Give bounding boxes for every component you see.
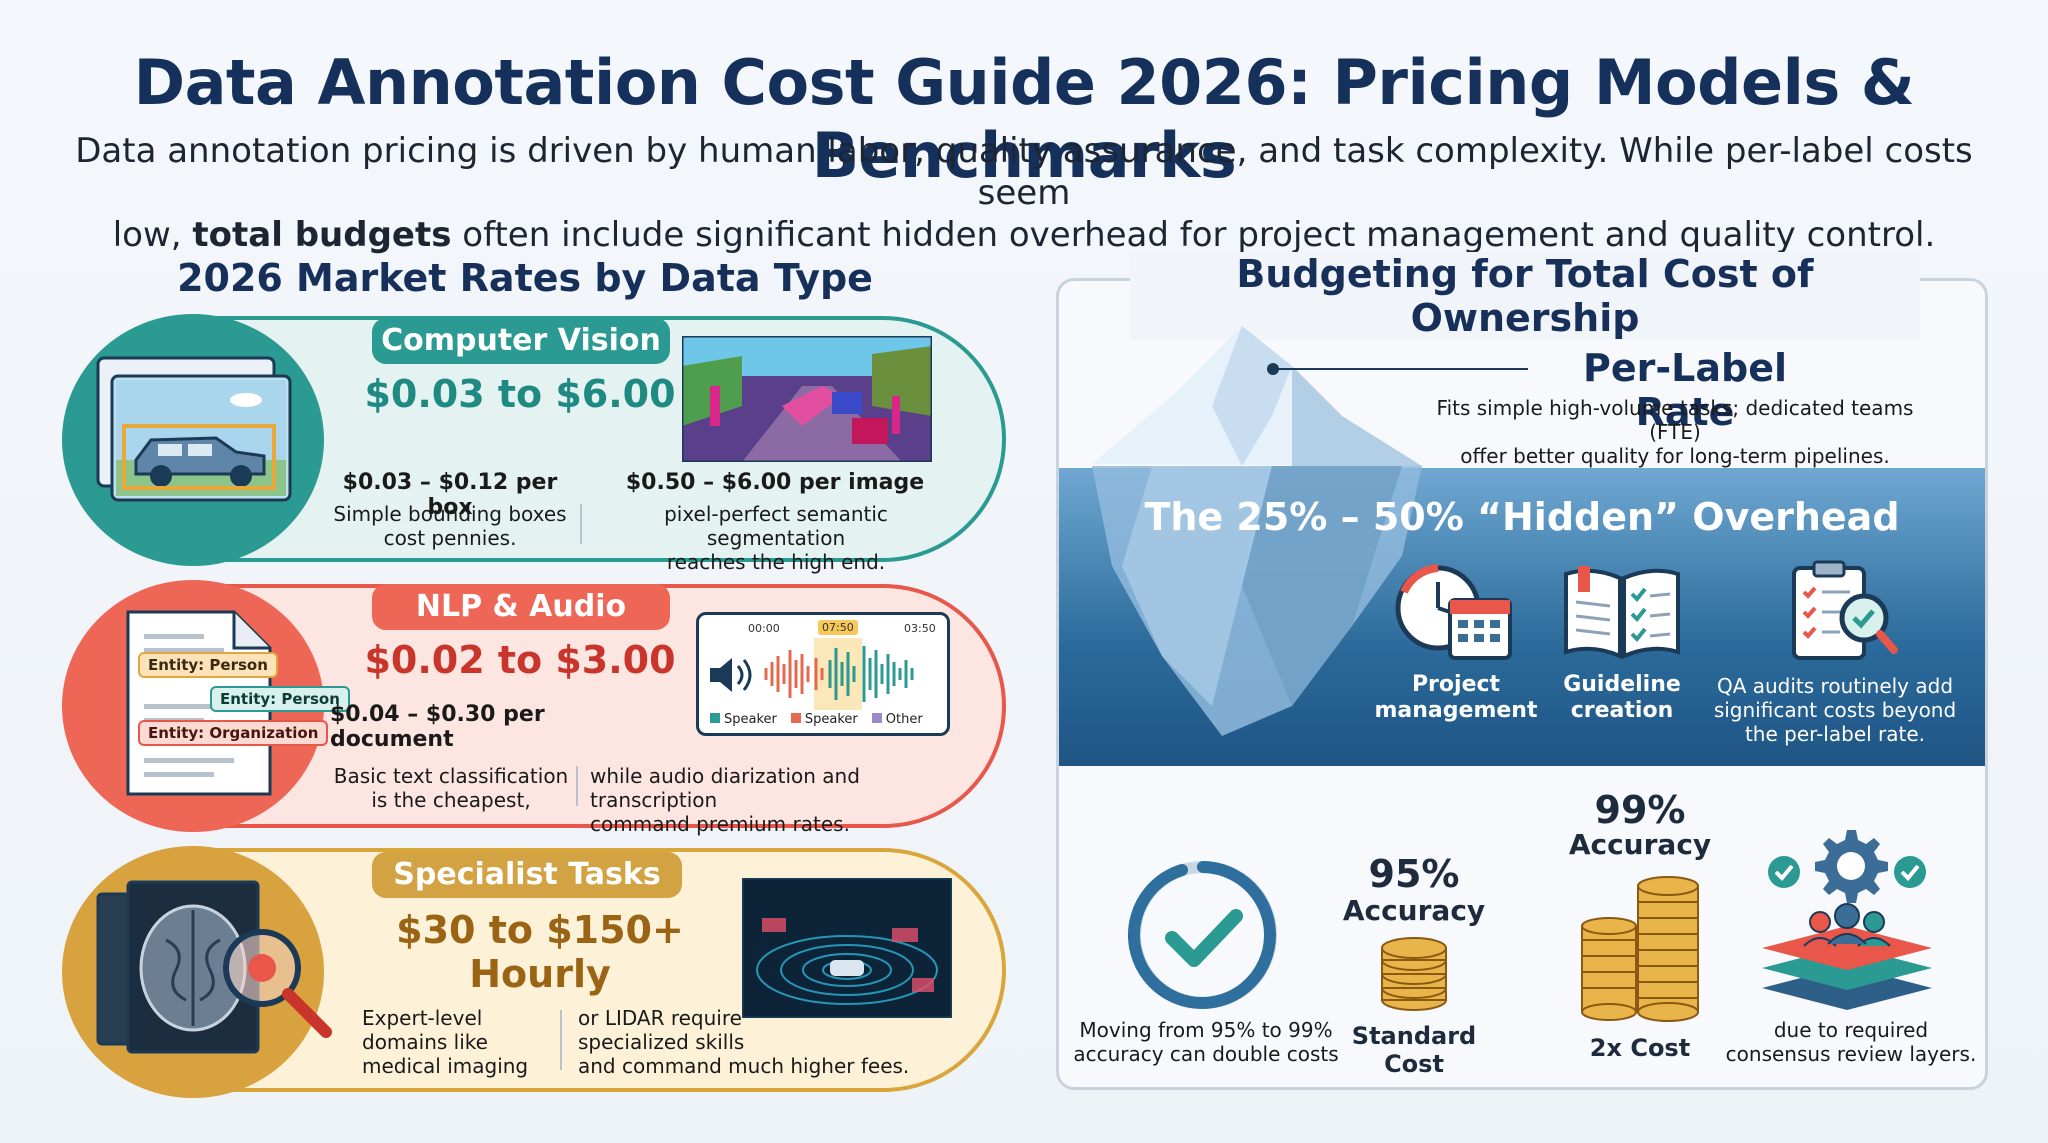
spec-desc2-line2: specialized skills <box>578 1030 745 1054</box>
move-desc-line1: Moving from 95% to 99% <box>1079 1018 1333 1042</box>
nlp-price: $0.02 to $3.00 <box>364 638 676 682</box>
cv-desc1: Simple bounding boxes cost pennies. <box>320 502 580 550</box>
specialist-desc2: or LIDAR require specialized skills and … <box>578 1006 938 1078</box>
legend-other: Other <box>871 712 923 727</box>
consensus-layers-icon <box>1762 816 1932 1010</box>
clock-calendar-icon <box>1394 562 1514 662</box>
spec-desc2-line1: or LIDAR require <box>578 1006 742 1030</box>
qa-desc: QA audits routinely add significant cost… <box>1700 674 1970 746</box>
specialist-desc1: Expert-level domains like medical imagin… <box>362 1006 562 1078</box>
legend-speaker-coral: Speaker <box>790 712 858 727</box>
nlp-desc1-line2: is the cheapest, <box>371 788 531 812</box>
per-label-desc: Fits simple high-volume tasks; dedicated… <box>1410 396 1940 468</box>
audio-time-mid: 07:50 <box>818 620 858 635</box>
intro-text: Data annotation pricing is driven by hum… <box>60 130 1988 256</box>
intro-bold: total budgets <box>192 215 452 255</box>
cv-desc2-line2: reaches the high end. <box>666 550 886 574</box>
intro-suffix: often include significant hidden overhea… <box>462 215 1936 255</box>
intro-prefix: low, <box>112 215 182 255</box>
intro-line-1: Data annotation pricing is driven by hum… <box>75 131 1973 213</box>
car-photo-icon <box>96 356 296 506</box>
brain-scan-icon <box>96 880 336 1070</box>
nlp-desc1: Basic text classification is the cheapes… <box>326 764 576 812</box>
move-accuracy-desc: Moving from 95% to 99% accuracy can doub… <box>1066 1018 1346 1066</box>
coin-stack-small-icon <box>1376 934 1452 1014</box>
qa-clipboard-icon <box>1790 560 1900 664</box>
audio-time-start: 00:00 <box>748 622 780 635</box>
per-label-pointer-line <box>1272 368 1528 370</box>
double-cost-label: 2x Cost <box>1589 1034 1691 1062</box>
speaker-volume-icon <box>706 650 756 700</box>
consensus-desc-line2: consensus review layers. <box>1725 1042 1977 1066</box>
spec-desc1-line3: medical imaging <box>362 1054 529 1078</box>
lidar-image-icon <box>740 876 954 1020</box>
cv-desc1-line1: Simple bounding boxes <box>333 502 567 526</box>
accuracy-progress-check-icon <box>1126 858 1280 1012</box>
qa-desc-line2: significant costs beyond <box>1713 698 1957 722</box>
iceberg-icon <box>1092 326 1432 746</box>
accuracy-95-label: Accuracy <box>1342 894 1486 927</box>
gc-label-line2: creation <box>1570 698 1674 723</box>
accuracy-95-pct: 95% <box>1368 852 1460 896</box>
nlp-desc2: while audio diarization and transcriptio… <box>590 764 990 836</box>
per-label-pointer-dot <box>1267 363 1279 375</box>
nlp-desc2-line2: command premium rates. <box>590 812 850 836</box>
nlp-divider <box>576 766 578 806</box>
waveform-icon <box>760 638 940 710</box>
entity-tag-organization: Entity: Organization <box>138 720 329 746</box>
cv-divider <box>580 504 582 544</box>
cv-label: Computer Vision <box>372 318 670 364</box>
accuracy-99-label: Accuracy <box>1568 828 1712 861</box>
std-cost-line1: Standard <box>1351 1022 1477 1050</box>
hidden-overhead-title: The 25% – 50% “Hidden” Overhead <box>1144 495 1900 539</box>
gc-label-line1: Guideline <box>1563 672 1681 697</box>
legend-speaker-teal: Speaker <box>710 712 777 727</box>
guideline-creation-label: Guideline creation <box>1532 672 1712 724</box>
std-cost-line2: Cost <box>1384 1050 1444 1078</box>
cv-desc2: pixel-perfect semantic segmentation reac… <box>596 502 956 574</box>
market-rates-title: 2026 Market Rates by Data Type <box>177 256 873 300</box>
intro-line-2: low, total budgets often include signifi… <box>60 214 1988 256</box>
pm-label-line1: Project <box>1411 672 1501 697</box>
nlp-sub: $0.04 – $0.30 per document <box>330 702 545 752</box>
consensus-desc: due to required consensus review layers. <box>1716 1018 1986 1066</box>
cv-price: $0.03 to $6.00 <box>364 372 676 416</box>
per-label-desc-line1: Fits simple high-volume tasks; dedicated… <box>1436 396 1914 444</box>
page-title: Data Annotation Cost Guide 2026: Pricing… <box>133 46 1915 192</box>
spec-desc1-line1: Expert-level <box>362 1006 483 1030</box>
coin-stack-large-icon <box>1578 866 1704 1022</box>
cv-desc1-line2: cost pennies. <box>383 526 517 550</box>
specialist-divider <box>560 1010 562 1070</box>
qa-desc-line3: the per-label rate. <box>1744 722 1926 746</box>
nlp-desc2-line1: while audio diarization and transcriptio… <box>590 764 860 812</box>
cv-desc2-line1: pixel-perfect semantic segmentation <box>664 502 888 550</box>
specialist-price: $30 to $150+ Hourly <box>396 908 684 996</box>
spec-desc2-line3: and command much higher fees. <box>578 1054 910 1078</box>
nlp-desc1-line1: Basic text classification <box>333 764 569 788</box>
pm-label-line2: management <box>1374 698 1538 723</box>
entity-tag-person-1: Entity: Person <box>138 652 278 678</box>
accuracy-99-pct: 99% <box>1594 788 1686 832</box>
consensus-desc-line1: due to required <box>1773 1018 1929 1042</box>
qa-desc-line1: QA audits routinely add <box>1716 674 1954 698</box>
audio-time-end: 03:50 <box>904 622 936 635</box>
entity-tag-person-2: Entity: Person <box>210 686 350 712</box>
per-label-title: Per-Label Rate <box>1583 346 1787 434</box>
spec-desc1-line2: domains like <box>362 1030 488 1054</box>
nlp-label: NLP & Audio <box>372 584 670 630</box>
project-management-label: Project management <box>1366 672 1546 724</box>
standard-cost-label: Standard Cost <box>1334 1022 1494 1078</box>
cv-sub2: $0.50 – $6.00 per image <box>625 470 925 495</box>
specialist-label: Specialist Tasks <box>372 852 682 898</box>
tco-title: Budgeting for Total Cost of Ownership <box>1130 252 1920 340</box>
per-label-desc-line2: offer better quality for long-term pipel… <box>1460 444 1890 468</box>
cv-sub1: $0.03 – $0.12 per box <box>342 470 558 520</box>
move-desc-line2: accuracy can double costs <box>1073 1042 1339 1066</box>
audio-legend: Speaker Speaker Other <box>710 712 950 727</box>
segmentation-image-icon <box>680 334 934 464</box>
guideline-book-icon <box>1562 564 1682 660</box>
